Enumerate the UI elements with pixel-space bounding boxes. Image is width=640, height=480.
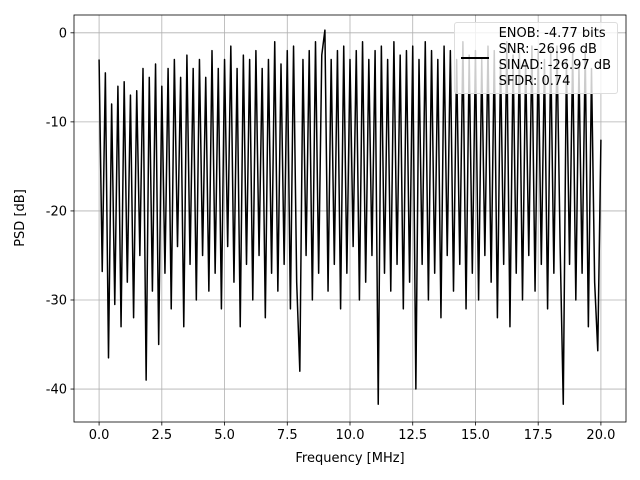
x-axis-label: Frequency [MHz] [295, 451, 404, 466]
x-tick-label: 17.5 [524, 428, 553, 443]
x-tick-label: 2.5 [151, 428, 172, 443]
x-tick-label: 12.5 [398, 428, 427, 443]
y-tick-label: 0 [59, 26, 67, 41]
x-tick-label: 15.0 [461, 428, 490, 443]
plot-frame [73, 14, 627, 423]
legend-label: ENOB: -4.77 bits SNR: -26.96 dB SINAD: -… [498, 26, 611, 89]
x-tick-label: 0.0 [89, 428, 110, 443]
x-tick-label: 7.5 [277, 428, 298, 443]
y-axis-label: PSD [dB] [13, 189, 28, 247]
y-tick-label: -10 [46, 115, 67, 130]
y-tick-label: -20 [46, 204, 67, 219]
x-tick-label: 5.0 [214, 428, 235, 443]
legend-swatch [460, 57, 489, 59]
line-series [98, 29, 602, 405]
legend: ENOB: -4.77 bits SNR: -26.96 dB SINAD: -… [453, 22, 618, 94]
x-tick-label: 10.0 [336, 428, 365, 443]
x-tick-label: 20.0 [586, 428, 615, 443]
y-tick-label: -30 [46, 293, 67, 308]
y-tick-label: -40 [46, 383, 67, 398]
